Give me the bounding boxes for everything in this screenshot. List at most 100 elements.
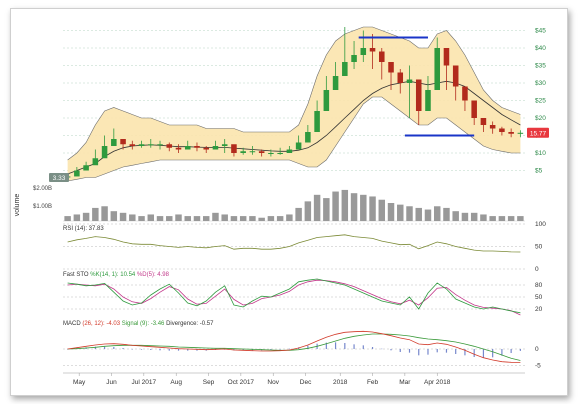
- volume-bar: [332, 191, 339, 221]
- macd-signal-line: [67, 333, 521, 361]
- volume-bar: [184, 216, 191, 221]
- macd-divergence-bar: [196, 349, 198, 351]
- volume-bar: [452, 211, 459, 221]
- candle-body: [157, 144, 163, 146]
- macd-label-params: (26, 12): -4.03: [82, 321, 120, 327]
- stochastic-tick-label: 50: [535, 294, 543, 301]
- x-tick-label: Apr 2018: [424, 379, 451, 386]
- candle-body: [184, 146, 191, 150]
- volume-bar: [82, 212, 90, 221]
- last-price-badge: [527, 127, 549, 138]
- x-tick-label: Nov: [267, 379, 279, 386]
- macd-divergence-bar: [427, 349, 429, 355]
- x-tick-label: Feb: [367, 379, 379, 386]
- stochastic-label-prefix: Fast STO: [63, 272, 90, 278]
- rsi-tick-label: 50: [535, 244, 543, 251]
- candle-body: [323, 90, 330, 111]
- volume-bar: [507, 216, 515, 221]
- candle-body: [425, 90, 431, 111]
- candle-body: [342, 62, 348, 76]
- volume-bar: [378, 199, 386, 221]
- x-tick-label: Dec: [300, 379, 312, 386]
- volume-bar: [147, 214, 155, 221]
- macd-line: [67, 330, 521, 363]
- macd-divergence-bar: [381, 348, 383, 350]
- x-tick-label: Mar: [399, 379, 411, 386]
- macd-divergence-bar: [510, 349, 512, 353]
- price-tick-label: $40: [535, 45, 546, 52]
- candle-body: [249, 151, 256, 153]
- volume-bar: [239, 216, 247, 221]
- macd-label-signal: Signal (9): -3.46: [122, 321, 165, 327]
- price-tick-label: $5: [535, 168, 543, 175]
- volume-bar: [110, 211, 118, 221]
- x-tick-label: Oct 2017: [228, 379, 255, 386]
- volume-bar: [461, 212, 469, 221]
- candle-body: [480, 118, 487, 125]
- macd-divergence-bar: [177, 349, 180, 351]
- macd-divergence-bar: [140, 349, 143, 350]
- candle-body: [499, 128, 505, 132]
- volume-bar: [202, 216, 210, 221]
- volume-bar: [249, 216, 256, 221]
- macd-divergence-bar: [418, 349, 420, 356]
- candle-body: [166, 144, 173, 148]
- price-tick-label: $45: [535, 28, 546, 35]
- volume-bar: [369, 196, 376, 221]
- volume-bar: [470, 212, 478, 221]
- volume-bar: [323, 198, 330, 221]
- macd-divergence-bar: [150, 349, 152, 350]
- macd-divergence-bar: [113, 347, 115, 349]
- candle-body: [452, 65, 459, 87]
- macd-divergence-bar: [344, 343, 346, 349]
- volume-bar: [341, 189, 349, 221]
- candle-body: [286, 149, 293, 153]
- candle-body: [305, 132, 311, 143]
- candle-body: [443, 48, 450, 66]
- volume-bar: [304, 201, 312, 221]
- macd-divergence-bar: [94, 346, 96, 349]
- candle-body: [120, 139, 126, 145]
- volume-bar: [350, 193, 358, 221]
- macd-divergence-bar: [279, 349, 281, 350]
- macd-panel: 0 -5: [63, 330, 541, 370]
- price-tick-label: $25: [535, 98, 546, 105]
- candle-body: [129, 144, 136, 146]
- macd-divergence-bar: [390, 349, 392, 351]
- volume-bar: [101, 206, 108, 221]
- stochastic-panel: 80 50 20: [63, 278, 543, 316]
- macd-divergence-bar: [159, 349, 161, 351]
- candle-body: [194, 146, 200, 148]
- volume-bar: [415, 207, 422, 221]
- candle-body: [138, 144, 145, 146]
- candle-body: [295, 142, 302, 150]
- candle-body: [369, 48, 376, 52]
- bollinger-upper-line: [67, 26, 521, 161]
- rsi-line: [67, 234, 521, 253]
- stochastic-label: Fast STO %K(14, 1): 10.54 %D(5): 4.98: [63, 272, 170, 278]
- stochastic-tick-label: 80: [535, 282, 543, 289]
- volume-bar: [156, 216, 164, 221]
- candle-body: [231, 144, 237, 153]
- macd-divergence-bar: [501, 349, 503, 356]
- candle-body: [101, 146, 108, 159]
- price-tick-label: $30: [535, 80, 546, 87]
- macd-divergence-bar: [455, 349, 457, 354]
- candle-body: [111, 139, 117, 146]
- candle-body: [175, 147, 182, 150]
- macd-divergence-bar: [307, 345, 309, 349]
- candle-body: [388, 62, 394, 73]
- stochastic-tick-label: 20: [535, 306, 543, 313]
- volume-axis-label: volume: [14, 194, 21, 217]
- candle-body: [221, 144, 228, 146]
- volume-bar: [166, 216, 173, 221]
- macd-divergence-bar: [270, 349, 272, 350]
- candle-body: [92, 158, 99, 166]
- volume-bar: [267, 216, 275, 221]
- macd-divergence-bar: [492, 349, 494, 358]
- candle-body: [508, 132, 514, 134]
- candle-body: [379, 51, 385, 62]
- price-tick-label: $35: [535, 63, 546, 70]
- volume-bar: [138, 216, 145, 221]
- candle-body: [434, 48, 440, 90]
